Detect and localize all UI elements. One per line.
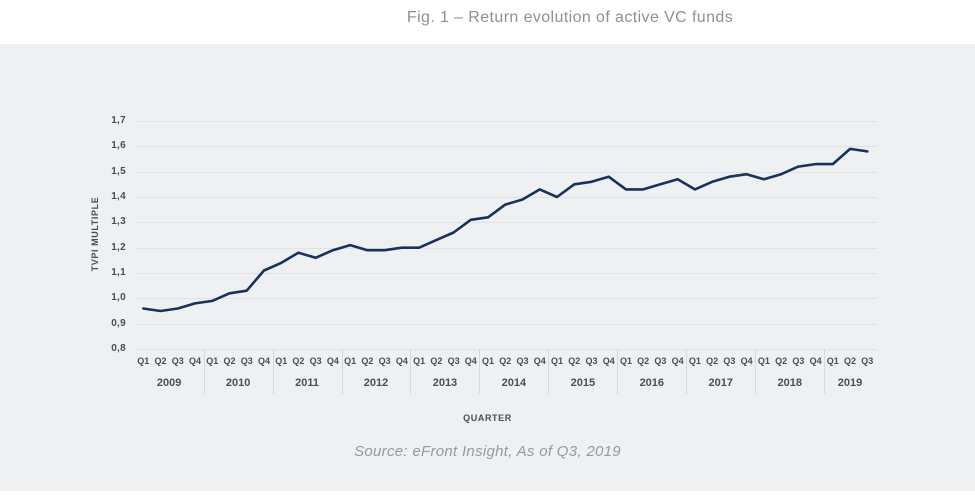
source-caption: Source: eFront Insight, As of Q3, 2019 <box>354 443 621 460</box>
quarter-tick-label: Q4 <box>395 356 408 366</box>
quarter-tick-label: Q2 <box>292 356 305 366</box>
quarter-tick-label: Q1 <box>757 356 770 366</box>
y-tick-label: 1,2 <box>111 241 126 253</box>
year-divider <box>617 349 619 394</box>
year-label: 2011 <box>295 377 319 389</box>
year-divider <box>203 349 205 394</box>
year-label: 2010 <box>225 377 251 389</box>
quarter-tick-label: Q3 <box>654 356 667 366</box>
quarter-tick-label: Q3 <box>378 356 391 366</box>
x-axis-title: QUARTER <box>463 413 512 423</box>
year-label: 2009 <box>156 377 182 389</box>
chart-panel: TVPI MULTIPLE 1,7 1,6 1,5 1,4 1,3 1,2 1,1 1,0 0,… <box>0 44 975 491</box>
quarter-tick-label: Q1 <box>482 356 495 366</box>
quarter-tick-label: Q4 <box>533 356 546 366</box>
year-divider <box>272 349 274 394</box>
year-label: 2014 <box>501 377 527 389</box>
year-divider <box>824 349 826 394</box>
gridline <box>135 323 877 325</box>
vc-returns-line <box>142 147 869 313</box>
tvpi-line-chart <box>142 147 869 313</box>
y-tick-label: 1,0 <box>111 292 126 304</box>
y-axis-title: TVPI MULTIPLE <box>90 196 100 272</box>
quarter-tick-label: Q2 <box>706 356 719 366</box>
quarter-tick-label: Q3 <box>447 356 460 366</box>
gridline <box>135 247 877 249</box>
quarter-tick-label: Q1 <box>826 356 839 366</box>
quarter-tick-label: Q3 <box>792 356 805 366</box>
gridline <box>135 171 877 173</box>
quarter-tick-label: Q3 <box>861 356 874 366</box>
quarter-tick-label: Q2 <box>568 356 581 366</box>
year-divider <box>341 349 343 394</box>
year-divider <box>686 349 688 394</box>
quarter-tick-label: Q2 <box>637 356 650 366</box>
y-tick-label: 0,8 <box>111 343 126 354</box>
y-tick-label: 1,7 <box>111 115 126 126</box>
year-label: 2015 <box>570 377 596 389</box>
year-label: 2012 <box>363 377 389 389</box>
quarter-tick-label: Q4 <box>257 356 270 366</box>
y-tick-label: 1,1 <box>111 267 126 278</box>
gridline <box>135 273 877 274</box>
year-divider <box>755 349 757 394</box>
quarter-tick-label: Q2 <box>154 356 167 366</box>
quarter-tick-label: Q4 <box>326 356 339 366</box>
gridline <box>135 121 877 122</box>
y-tick-label: 1,4 <box>111 191 126 202</box>
quarter-tick-label: Q4 <box>671 356 684 366</box>
quarter-tick-label: Q1 <box>550 356 563 366</box>
quarter-tick-label: Q4 <box>809 356 822 366</box>
y-tick-label: 1,6 <box>111 140 126 152</box>
year-label: 2019 <box>837 377 863 389</box>
quarter-tick-label: Q2 <box>361 356 374 366</box>
gridline <box>135 197 877 198</box>
quarter-tick-label: Q3 <box>585 356 598 366</box>
quarter-tick-label: Q3 <box>309 356 322 366</box>
year-divider <box>479 349 481 394</box>
quarter-tick-label: Q1 <box>688 356 701 366</box>
quarter-tick-label: Q2 <box>430 356 443 366</box>
quarter-tick-label: Q1 <box>137 356 150 366</box>
quarter-tick-label: Q4 <box>740 356 753 366</box>
gridline <box>135 298 877 300</box>
year-label: 2018 <box>777 377 802 389</box>
quarter-tick-label: Q3 <box>723 356 736 366</box>
year-label: 2017 <box>708 377 733 389</box>
y-tick-label: 1,3 <box>111 216 126 228</box>
year-label: 2016 <box>639 377 665 389</box>
quarter-tick-label: Q4 <box>602 356 615 366</box>
year-divider <box>410 349 412 394</box>
quarter-tick-label: Q3 <box>240 356 253 366</box>
y-tick-label: 1,5 <box>111 165 126 177</box>
quarter-tick-label: Q1 <box>413 356 426 366</box>
quarter-tick-label: Q4 <box>464 356 477 366</box>
year-divider <box>548 349 550 394</box>
quarter-tick-label: Q2 <box>844 356 857 366</box>
y-tick-label: 0,9 <box>111 317 126 329</box>
quarter-tick-label: Q3 <box>171 356 184 366</box>
quarter-tick-label: Q2 <box>499 356 512 366</box>
gridline <box>135 222 877 224</box>
quarter-tick-label: Q1 <box>619 356 632 366</box>
year-label: 2013 <box>432 377 458 389</box>
quarter-tick-label: Q1 <box>275 356 288 366</box>
gridline <box>135 349 877 350</box>
figure-title: Fig. 1 – Return evolution of active VC f… <box>406 9 734 26</box>
quarter-tick-label: Q3 <box>516 356 529 366</box>
quarter-tick-label: Q2 <box>775 356 788 366</box>
quarter-tick-label: Q1 <box>206 356 219 366</box>
quarter-tick-label: Q4 <box>188 356 201 366</box>
gridline <box>135 146 877 148</box>
quarter-tick-label: Q2 <box>223 356 236 366</box>
quarter-tick-label: Q1 <box>344 356 357 366</box>
